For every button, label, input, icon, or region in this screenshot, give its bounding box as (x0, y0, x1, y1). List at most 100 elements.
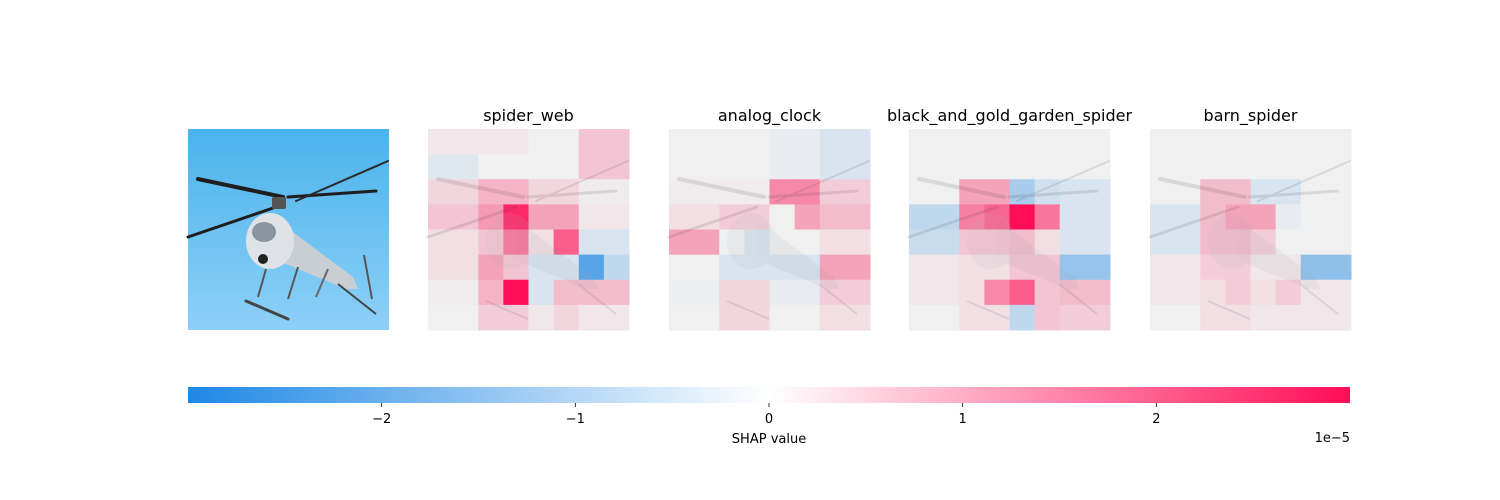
shap-cell (694, 279, 720, 306)
panel-title: spider_web (483, 106, 574, 126)
colorbar-tick-label: 1 (959, 412, 967, 427)
shap-cell (428, 154, 454, 180)
shap-cell (1300, 229, 1327, 256)
shap-cell (934, 254, 960, 281)
shap-cell (669, 279, 695, 306)
shap-cell (769, 179, 796, 205)
shap-cell (934, 279, 960, 306)
shap-cell (1009, 304, 1036, 331)
shap-cell (909, 254, 935, 281)
shap-cell (984, 129, 1011, 155)
shap-cell (1275, 129, 1302, 155)
colorbar-multiplier: 1e−5 (1315, 431, 1350, 446)
shap-cell (1225, 279, 1252, 306)
shap-cell (819, 129, 846, 155)
shap-cell (1325, 229, 1352, 256)
shap-cell (578, 129, 605, 155)
shap-cell (1325, 254, 1352, 281)
shap-cell (1084, 229, 1111, 256)
shap-cell (719, 154, 745, 180)
shap-cell (453, 254, 479, 281)
shap-cell (478, 129, 504, 155)
shap-cell (694, 129, 720, 155)
shap-cell (669, 179, 695, 205)
panel-title: barn_spider (1204, 106, 1298, 126)
shap-cell (769, 304, 796, 331)
shap-cell (603, 304, 630, 331)
shap-cell (1225, 129, 1252, 155)
shap-cell (1059, 204, 1086, 231)
shap-cell (844, 204, 871, 231)
shap-cell (1275, 204, 1302, 231)
shap-cell (478, 279, 504, 306)
shap-cell (578, 304, 605, 331)
shap-cell (909, 154, 935, 180)
shap-cell (1300, 129, 1327, 155)
panel-title: analog_clock (718, 106, 822, 126)
shap-cell (1175, 154, 1201, 180)
colorbar-tick-label: −1 (566, 412, 585, 427)
shap-cell (1084, 304, 1111, 331)
shap-cell (694, 304, 720, 331)
shap-cell (1250, 304, 1277, 331)
shap-cell (578, 154, 605, 180)
shap-cell (1300, 154, 1327, 180)
shap-cell (428, 304, 454, 331)
shap-cell (1034, 304, 1061, 331)
shap-cell (1150, 279, 1176, 306)
shap-cell (959, 304, 985, 331)
shap-cell (428, 129, 454, 155)
shap-cell (603, 254, 630, 281)
shap-cell (1225, 154, 1252, 180)
shap-panel-barn_spider: barn_spider (1148, 106, 1352, 331)
shap-cell (959, 129, 985, 155)
shap-cell (934, 154, 960, 180)
shap-cell (819, 229, 846, 256)
shap-cell (603, 279, 630, 306)
shap-cell (1084, 254, 1111, 281)
shap-cell (603, 129, 630, 155)
shap-cell (478, 304, 504, 331)
shap-cell (578, 229, 605, 256)
shap-cell (1059, 154, 1086, 180)
shap-cell (503, 129, 530, 155)
shap-cell (1200, 304, 1226, 331)
shap-cell (528, 154, 555, 180)
shap-cell (794, 304, 821, 331)
shap-cell (769, 129, 796, 155)
colorbar-gradient (188, 387, 1350, 403)
shap-cell (1175, 254, 1201, 281)
shap-cell (1325, 304, 1352, 331)
shap-cell (428, 179, 454, 205)
shap-cell (1009, 129, 1036, 155)
shap-cell (528, 204, 555, 231)
shap-cell (1084, 204, 1111, 231)
shap-cell (819, 304, 846, 331)
shap-cell (528, 279, 555, 306)
shap-cell (1175, 229, 1201, 256)
shap-cell (719, 129, 745, 155)
shap-cell (694, 254, 720, 281)
shap-cell (428, 204, 454, 231)
shap-cell (603, 204, 630, 231)
shap-cell (669, 304, 695, 331)
shap-cell (934, 229, 960, 256)
shap-cell (844, 129, 871, 155)
shap-cell (769, 204, 796, 231)
shap-cell (844, 229, 871, 256)
colorbar-tick-label: 0 (765, 412, 773, 427)
shap-cell (1325, 129, 1352, 155)
original-image (186, 129, 389, 330)
shap-cell (819, 204, 846, 231)
shap-cell (719, 279, 745, 306)
shap-cell (1034, 129, 1061, 155)
shap-cell (1275, 304, 1302, 331)
shap-cell (528, 179, 555, 205)
shap-panel-analog_clock: analog_clock (667, 106, 871, 331)
shap-cell (1175, 304, 1201, 331)
shap-cell (1175, 129, 1201, 155)
shap-cell (428, 279, 454, 306)
shap-cell (453, 304, 479, 331)
shap-cell (669, 154, 695, 180)
